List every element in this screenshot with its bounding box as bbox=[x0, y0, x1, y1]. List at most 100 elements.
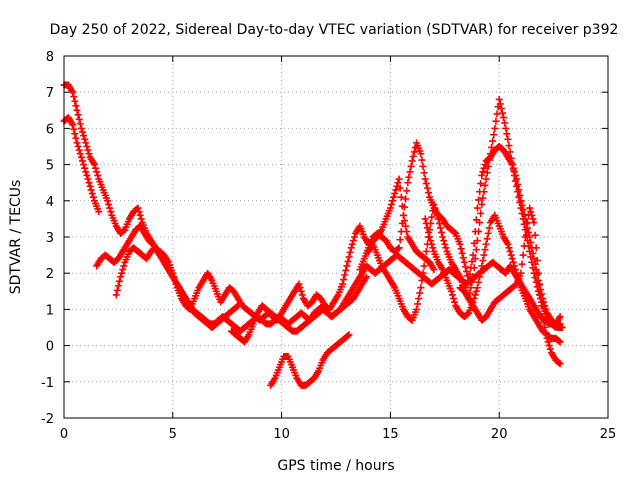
interpolated-marker bbox=[484, 162, 492, 170]
interpolated-marker bbox=[422, 180, 430, 188]
data-point-marker bbox=[408, 157, 416, 165]
y-tick-label: 6 bbox=[46, 122, 54, 137]
interpolated-marker bbox=[135, 208, 143, 216]
interpolated-marker bbox=[114, 282, 122, 290]
data-point-marker bbox=[339, 280, 347, 288]
data-point-marker bbox=[347, 244, 355, 252]
interpolated-marker bbox=[477, 180, 485, 188]
interpolated-marker bbox=[401, 203, 409, 211]
interpolated-marker bbox=[390, 193, 398, 201]
interpolated-marker bbox=[424, 228, 432, 236]
interpolated-marker bbox=[510, 262, 518, 270]
data-point-marker bbox=[90, 161, 98, 169]
data-point-marker bbox=[460, 258, 468, 266]
interpolated-marker bbox=[477, 267, 485, 275]
interpolated-marker bbox=[506, 148, 514, 156]
interpolated-marker bbox=[419, 162, 427, 170]
interpolated-marker bbox=[70, 125, 78, 133]
interpolated-marker bbox=[533, 257, 541, 265]
data-point-marker bbox=[391, 190, 399, 198]
interpolated-marker bbox=[471, 291, 479, 299]
interpolated-marker bbox=[83, 143, 91, 150]
data-point-marker bbox=[395, 244, 403, 252]
interpolated-marker bbox=[113, 286, 121, 294]
data-point-marker bbox=[469, 251, 477, 259]
data-point-marker bbox=[508, 255, 516, 263]
interpolated-marker bbox=[531, 231, 539, 239]
interpolated-marker bbox=[514, 188, 522, 196]
interpolated-marker bbox=[119, 266, 127, 274]
interpolated-marker bbox=[489, 137, 497, 145]
interpolated-marker bbox=[396, 184, 404, 192]
interpolated-marker bbox=[433, 211, 441, 219]
interpolated-marker bbox=[106, 204, 114, 212]
interpolated-marker bbox=[389, 197, 397, 205]
data-point-marker bbox=[530, 219, 538, 227]
y-tick-label: -2 bbox=[41, 412, 54, 427]
interpolated-marker bbox=[440, 237, 448, 245]
interpolated-marker bbox=[75, 115, 83, 123]
interpolated-marker bbox=[479, 257, 487, 265]
data-point-marker bbox=[556, 360, 564, 368]
interpolated-marker bbox=[459, 254, 467, 262]
interpolated-marker bbox=[527, 253, 535, 261]
interpolated-marker bbox=[431, 204, 439, 212]
interpolated-marker bbox=[490, 131, 498, 139]
interpolated-marker bbox=[345, 253, 353, 261]
data-point-marker bbox=[456, 240, 464, 248]
x-tick-label: 15 bbox=[382, 427, 399, 442]
series-track-6 bbox=[267, 331, 353, 389]
interpolated-marker bbox=[546, 345, 554, 353]
interpolated-marker bbox=[503, 130, 511, 138]
interpolated-marker bbox=[520, 242, 528, 250]
interpolated-marker bbox=[528, 258, 536, 266]
interpolated-marker bbox=[78, 157, 86, 165]
x-tick-label: 25 bbox=[600, 427, 617, 442]
interpolated-marker bbox=[485, 224, 493, 232]
x-axis-label: GPS time / hours bbox=[277, 458, 394, 474]
y-axis-label: SDTVAR / TECUs bbox=[8, 180, 24, 295]
data-point-marker bbox=[439, 233, 447, 241]
data-point-marker bbox=[478, 171, 486, 179]
interpolated-marker bbox=[502, 124, 510, 132]
interpolated-marker bbox=[464, 310, 472, 318]
interpolated-marker bbox=[94, 171, 102, 179]
data-point-marker bbox=[69, 121, 77, 129]
interpolated-marker bbox=[555, 337, 563, 345]
interpolated-marker bbox=[89, 193, 97, 201]
interpolated-marker bbox=[298, 291, 306, 299]
data-point-marker bbox=[473, 204, 481, 212]
interpolated-marker bbox=[442, 244, 450, 252]
interpolated-marker bbox=[115, 277, 123, 285]
interpolated-marker bbox=[72, 134, 80, 142]
interpolated-marker bbox=[493, 110, 501, 118]
data-point-marker bbox=[473, 237, 481, 245]
interpolated-marker bbox=[76, 120, 84, 128]
data-point-marker bbox=[504, 135, 512, 143]
data-point-marker bbox=[517, 269, 525, 277]
data-point-marker bbox=[534, 287, 542, 295]
interpolated-marker bbox=[397, 193, 405, 201]
interpolated-marker bbox=[475, 278, 483, 286]
interpolated-marker bbox=[475, 196, 483, 204]
interpolated-marker bbox=[535, 280, 543, 288]
data-point-marker bbox=[526, 247, 534, 255]
data-point-marker bbox=[513, 182, 521, 190]
data-point-marker bbox=[345, 331, 353, 339]
interpolated-marker bbox=[544, 338, 552, 346]
y-tick-label: 7 bbox=[46, 86, 54, 101]
data-point-marker bbox=[343, 262, 351, 270]
data-point-marker bbox=[430, 266, 438, 274]
interpolated-marker bbox=[415, 295, 423, 303]
data-point-marker bbox=[486, 150, 494, 158]
interpolated-marker bbox=[542, 329, 550, 337]
interpolated-marker bbox=[346, 248, 354, 256]
interpolated-marker bbox=[72, 102, 80, 110]
data-point-marker bbox=[95, 208, 103, 216]
data-point-marker bbox=[82, 168, 90, 176]
interpolated-marker bbox=[483, 235, 491, 243]
interpolated-marker bbox=[488, 143, 496, 151]
interpolated-marker bbox=[541, 324, 549, 331]
interpolated-marker bbox=[84, 146, 92, 154]
interpolated-marker bbox=[344, 332, 352, 340]
